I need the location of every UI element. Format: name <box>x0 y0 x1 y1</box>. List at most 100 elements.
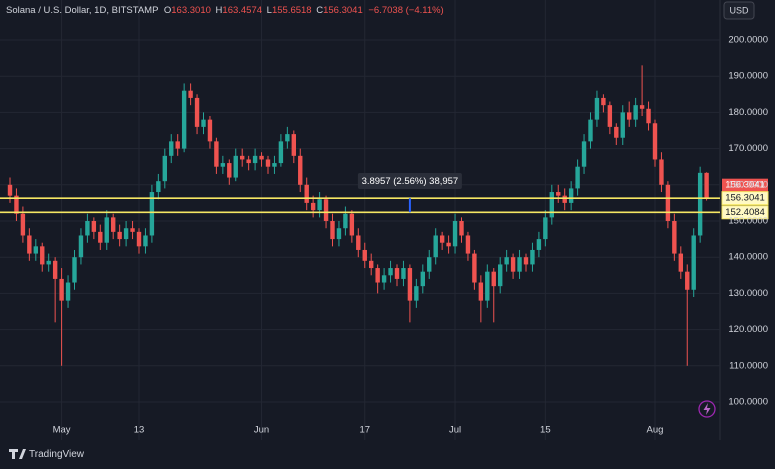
candle-body <box>485 271 490 301</box>
candle-body <box>27 235 32 254</box>
currency-button[interactable] <box>723 1 755 20</box>
overlay: 156.3041 156.3041 152.4084 3.8957 (2.56%) 3… <box>0 173 769 220</box>
candle-body <box>252 155 258 164</box>
line-price-tag <box>721 205 769 220</box>
y-tick-label: 190.0000 <box>728 71 768 82</box>
candle-body <box>472 253 477 283</box>
candle-body <box>46 260 51 265</box>
y-tick-label: 170.0000 <box>728 143 768 154</box>
y-tick-label: 140.0000 <box>728 252 768 263</box>
candle-body <box>646 108 651 124</box>
symbol: Solana / U.S. Dollar, 1D, BITSTAMP <box>6 5 158 16</box>
candle-body <box>336 228 342 240</box>
candle-body <box>498 264 503 287</box>
change: −6.7038 (−4.11%) <box>368 5 443 16</box>
candle-body <box>459 220 464 236</box>
candle-body <box>685 271 690 290</box>
candle-body <box>123 228 129 240</box>
candle-body <box>201 119 206 127</box>
candle-body <box>446 242 451 247</box>
candle-body <box>588 119 593 142</box>
y-tick-label: 130.0000 <box>728 288 768 299</box>
currency: USD <box>729 5 749 15</box>
candle-body <box>310 202 316 211</box>
x-tick-label: 15 <box>540 425 551 436</box>
candle-body <box>33 246 38 254</box>
x-tick-label: Aug <box>647 425 664 436</box>
brand-logo <box>9 449 26 459</box>
x-tick-label: Jul <box>449 425 461 436</box>
candle-body <box>162 155 167 182</box>
candle-body <box>72 257 77 283</box>
candle-body <box>175 141 180 149</box>
candle-body <box>627 112 632 120</box>
plot <box>7 65 709 366</box>
candle-body <box>420 271 425 287</box>
candle-body <box>14 195 19 214</box>
candle-body <box>304 184 309 203</box>
candle-body <box>227 163 232 178</box>
candle-body <box>581 141 587 167</box>
y-tick-label: 180.0000 <box>728 107 768 118</box>
candle-body <box>375 268 380 283</box>
candle-body <box>433 235 438 258</box>
candle-body <box>233 155 238 178</box>
candle-body <box>504 257 509 265</box>
candle-body <box>549 192 554 218</box>
high-label: H <box>216 5 223 16</box>
open-value: 163.3010 <box>171 5 211 16</box>
candle-body <box>298 155 303 185</box>
low-value: 155.6518 <box>272 5 312 16</box>
candle-body <box>130 228 135 232</box>
candle-body <box>523 257 529 265</box>
low-label: L <box>267 5 272 16</box>
line-price-label: 152.4084 <box>725 207 765 218</box>
x-tick-label: 17 <box>359 425 370 436</box>
candle-body <box>407 268 413 301</box>
candle-body <box>614 126 619 138</box>
candle-body <box>620 112 625 138</box>
candle-body <box>40 246 45 265</box>
candle-body <box>575 166 580 189</box>
candle-body <box>607 105 613 127</box>
candle-body <box>98 231 103 243</box>
candle-body <box>78 235 84 258</box>
candle-body <box>111 217 116 232</box>
candle-body <box>536 239 542 250</box>
candle-body <box>639 105 645 109</box>
candle-body <box>220 163 226 167</box>
candle-body <box>697 172 703 236</box>
candle-body <box>20 213 26 236</box>
candle-body <box>562 195 567 203</box>
candle-body <box>381 275 387 283</box>
candle-body <box>330 220 335 240</box>
close-label: C <box>316 5 323 16</box>
candle-body <box>85 220 90 236</box>
y-tick-label: 100.0000 <box>728 397 768 408</box>
candle-body <box>543 217 548 240</box>
candle-body <box>240 155 245 160</box>
candle-body <box>156 181 161 193</box>
candle-body <box>207 119 213 142</box>
candle-body <box>259 155 264 160</box>
candle-body <box>356 235 361 250</box>
measure-box <box>357 173 462 189</box>
candle-body <box>517 257 522 272</box>
candle-body <box>272 163 277 167</box>
candle-body <box>278 141 284 164</box>
candle-body <box>214 141 219 167</box>
candle-body <box>65 282 71 301</box>
candle-body <box>188 90 193 98</box>
candle-body <box>317 199 322 211</box>
candle-body <box>678 253 683 272</box>
candle-body <box>465 235 471 254</box>
candle-body <box>672 220 677 254</box>
candle-body <box>104 217 109 243</box>
x-tick-label: 13 <box>134 425 145 436</box>
candle-body <box>691 235 696 290</box>
alert-icon[interactable] <box>698 400 716 418</box>
candle-body <box>265 159 271 167</box>
candle-body <box>117 231 122 240</box>
candle-body <box>143 235 148 247</box>
candle-body <box>59 278 64 301</box>
